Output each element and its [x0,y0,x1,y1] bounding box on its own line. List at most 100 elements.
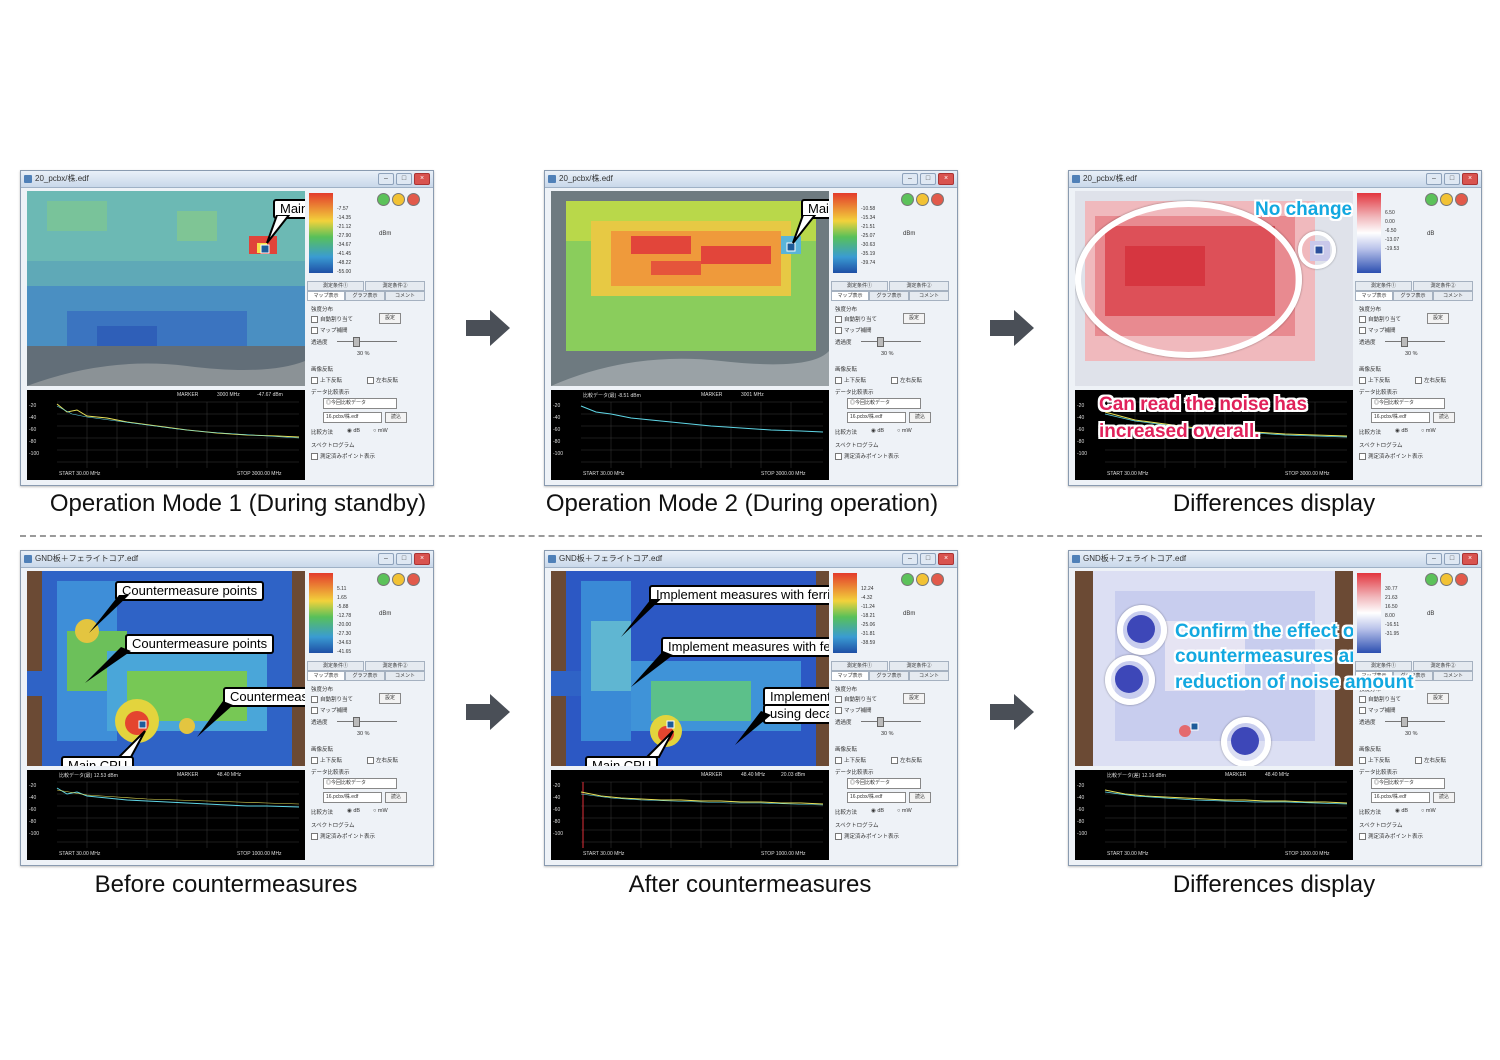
map-interp-checkbox[interactable]: マップ補間 [835,326,872,335]
minimize-button[interactable]: – [1426,553,1442,565]
compare-select[interactable]: ◎今回比較データ [1371,778,1445,789]
maximize-button[interactable]: □ [920,553,936,565]
flip-ud-checkbox[interactable]: 上下反転 [1359,756,1390,765]
map-interp-checkbox[interactable]: マップ補間 [835,706,872,715]
green-circle-button[interactable] [377,193,390,206]
flip-lr-checkbox[interactable]: 左右反転 [1415,756,1446,765]
map-interp-checkbox[interactable]: マップ補間 [311,326,348,335]
green-circle-button[interactable] [901,193,914,206]
yellow-circle-button[interactable] [1440,193,1453,206]
maximize-button[interactable]: □ [396,553,412,565]
load-button[interactable]: 読込 [385,792,407,803]
load-button[interactable]: 読込 [1433,412,1455,423]
set-button[interactable]: 設定 [379,693,401,704]
green-circle-button[interactable] [1425,193,1438,206]
opacity-slider-thumb[interactable] [1401,337,1408,347]
tab-condition1[interactable]: 測定条件① [307,281,364,291]
load-button[interactable]: 読込 [909,412,931,423]
red-circle-button[interactable] [407,573,420,586]
compare-file-field[interactable]: 16.pcbx/株.edf [1371,412,1430,423]
tab-comment[interactable]: コメント [1433,671,1473,681]
opacity-slider[interactable] [861,341,921,342]
tab-condition2[interactable]: 測定条件② [1413,281,1473,291]
tab-condition2[interactable]: 測定条件② [889,661,949,671]
radio-db[interactable]: ◉ dB [347,808,361,814]
compare-select[interactable]: ◎今回比較データ [847,778,921,789]
close-button[interactable]: × [414,173,430,185]
close-button[interactable]: × [938,173,954,185]
radio-db[interactable]: ◉ dB [347,428,361,434]
show-points-checkbox[interactable]: 測定済みポイント表示 [835,452,899,461]
opacity-slider-thumb[interactable] [353,337,360,347]
set-button[interactable]: 設定 [1427,693,1449,704]
tab-graph-view[interactable]: グラフ表示 [1393,291,1433,301]
tab-comment[interactable]: コメント [909,671,949,681]
spectrum-graph[interactable]: -20 -40 -60 -80 -100 比較データ(最) 12.53 dBm MARK… [27,770,305,860]
tab-map-view[interactable]: マップ表示 [831,291,869,301]
tab-comment[interactable]: コメント [909,291,949,301]
noise-heatmap[interactable]: Main CPU [27,191,305,386]
compare-select[interactable]: ◎今回比較データ [1371,398,1445,409]
maximize-button[interactable]: □ [1444,553,1460,565]
show-points-checkbox[interactable]: 測定済みポイント表示 [311,452,375,461]
yellow-circle-button[interactable] [392,573,405,586]
flip-lr-checkbox[interactable]: 左右反転 [367,376,398,385]
compare-file-field[interactable]: 16.pcbx/株.edf [847,792,906,803]
red-circle-button[interactable] [931,193,944,206]
yellow-circle-button[interactable] [392,193,405,206]
flip-lr-checkbox[interactable]: 左右反転 [367,756,398,765]
tab-condition2[interactable]: 測定条件② [889,281,949,291]
tab-comment[interactable]: コメント [385,671,425,681]
tab-graph-view[interactable]: グラフ表示 [869,291,909,301]
tab-condition2[interactable]: 測定条件② [365,661,425,671]
tab-graph-view[interactable]: グラフ表示 [345,671,385,681]
radio-db[interactable]: ◉ dB [871,428,885,434]
show-points-checkbox[interactable]: 測定済みポイント表示 [835,832,899,841]
yellow-circle-button[interactable] [1440,573,1453,586]
spectrum-graph[interactable]: -20 -40 -60 -80 -100 比較データ(最) -8.51 dBm MARK… [551,390,829,480]
red-circle-button[interactable] [1455,193,1468,206]
tab-condition1[interactable]: 測定条件① [831,281,888,291]
close-button[interactable]: × [938,553,954,565]
radio-db[interactable]: ◉ dB [871,808,885,814]
maximize-button[interactable]: □ [396,173,412,185]
show-points-checkbox[interactable]: 測定済みポイント表示 [1359,452,1423,461]
difference-heatmap[interactable]: No change in CPU [1075,191,1353,386]
tab-condition2[interactable]: 測定条件② [365,281,425,291]
flip-ud-checkbox[interactable]: 上下反転 [835,376,866,385]
tab-condition1[interactable]: 測定条件① [1355,661,1412,671]
flip-lr-checkbox[interactable]: 左右反転 [891,376,922,385]
set-button[interactable]: 設定 [379,313,401,324]
compare-select[interactable]: ◎今回比較データ [847,398,921,409]
opacity-slider[interactable] [1385,721,1445,722]
close-button[interactable]: × [1462,173,1478,185]
title-bar[interactable]: GND板＋フェライトコア.edf – □ × [1069,551,1481,568]
radio-mw[interactable]: ○ mW [373,428,388,434]
minimize-button[interactable]: – [1426,173,1442,185]
green-circle-button[interactable] [377,573,390,586]
minimize-button[interactable]: – [378,173,394,185]
radio-mw[interactable]: ○ mW [897,428,912,434]
minimize-button[interactable]: – [902,173,918,185]
spectrum-graph[interactable]: -20 -40 -60 -80 -100 MARKER 48.40 MHz 20.03 … [551,770,829,860]
tab-map-view[interactable]: マップ表示 [307,671,345,681]
set-button[interactable]: 設定 [1427,313,1449,324]
compare-file-field[interactable]: 16.pcbx/株.edf [847,412,906,423]
tab-map-view[interactable]: マップ表示 [307,291,345,301]
show-points-checkbox[interactable]: 測定済みポイント表示 [311,832,375,841]
compare-file-field[interactable]: 16.pcbx/株.edf [323,412,382,423]
compare-file-field[interactable]: 16.pcbx/株.edf [1371,792,1430,803]
title-bar[interactable]: GND板＋フェライトコア.edf – □ × [545,551,957,568]
opacity-slider[interactable] [861,721,921,722]
set-button[interactable]: 設定 [903,313,925,324]
tab-map-view[interactable]: マップ表示 [1355,291,1393,301]
flip-ud-checkbox[interactable]: 上下反転 [1359,376,1390,385]
maximize-button[interactable]: □ [920,173,936,185]
compare-select[interactable]: ◎今回比較データ [323,398,397,409]
radio-mw[interactable]: ○ mW [897,808,912,814]
opacity-slider-thumb[interactable] [1401,717,1408,727]
radio-db[interactable]: ◉ dB [1395,428,1409,434]
spectrum-graph[interactable]: -20 -40 -60 -80 -100 MARKER 3000 MHz -47.67 … [27,390,305,480]
red-circle-button[interactable] [931,573,944,586]
noise-heatmap[interactable]: Implement measures with ferrite core Imp… [551,571,829,766]
